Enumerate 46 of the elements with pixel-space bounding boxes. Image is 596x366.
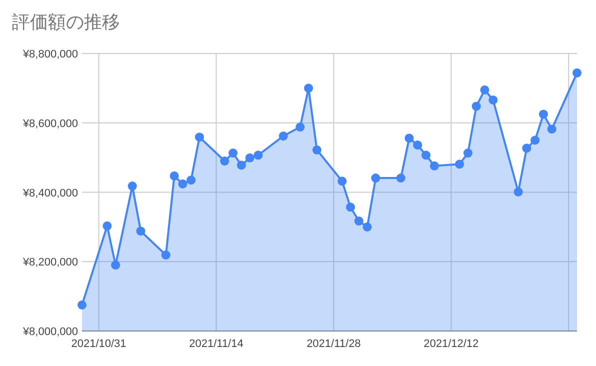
point: [472, 102, 481, 111]
point: [128, 182, 137, 191]
x-tick-label: 2021/10/31: [71, 338, 126, 350]
point: [362, 222, 372, 232]
point: [522, 144, 532, 153]
point: [338, 176, 347, 186]
point: [228, 148, 238, 158]
point: [396, 174, 406, 183]
point: [136, 226, 146, 236]
point: [538, 110, 548, 119]
point: [547, 124, 556, 134]
point: [312, 145, 322, 154]
point: [421, 150, 430, 160]
y-tick-label: ¥8,200,000: [22, 256, 78, 269]
point: [161, 250, 170, 260]
point: [488, 95, 498, 104]
point: [254, 150, 263, 160]
point: [354, 216, 364, 226]
point: [304, 84, 314, 93]
x-tick-label: 2021/12/12: [424, 338, 479, 350]
y-tick-label: ¥8,400,000: [22, 187, 78, 200]
point: [186, 176, 196, 185]
point: [77, 300, 87, 310]
point: [463, 148, 472, 158]
chart-title: 評価額の推移: [12, 12, 120, 32]
point: [178, 179, 188, 188]
point: [480, 85, 490, 94]
point: [296, 122, 305, 132]
point: [278, 132, 288, 141]
point: [194, 132, 204, 142]
x-tick-label: 2021/11/28: [306, 338, 361, 350]
point: [514, 187, 523, 196]
point: [413, 140, 422, 150]
y-tick-label: ¥8,800,000: [22, 48, 78, 60]
point: [102, 221, 112, 230]
point: [455, 160, 464, 169]
point: [220, 156, 230, 166]
point: [111, 260, 120, 270]
point: [530, 136, 540, 145]
point: [404, 134, 414, 143]
y-tick-label: ¥8,600,000: [22, 118, 78, 130]
point: [170, 171, 179, 180]
x-tick-label: 2021/11/14: [189, 338, 244, 350]
point: [236, 160, 246, 170]
point: [346, 202, 355, 212]
y-tick-label: ¥8,000,000: [22, 326, 78, 338]
